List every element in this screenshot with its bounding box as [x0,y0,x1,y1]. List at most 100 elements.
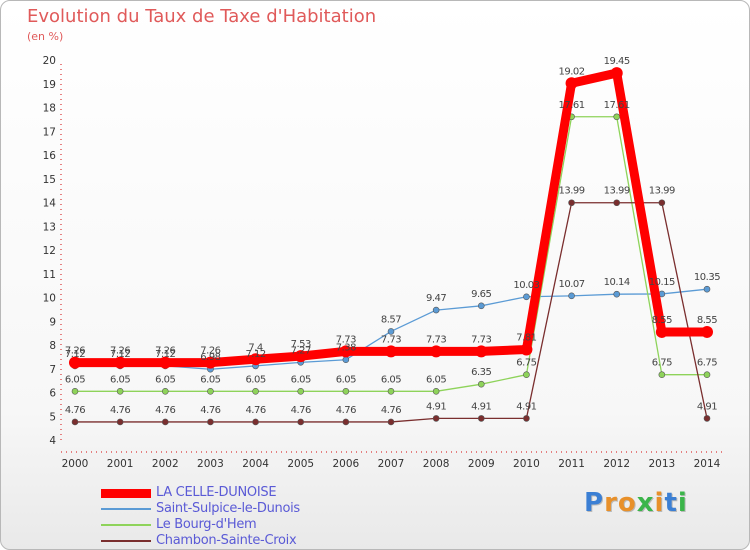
y-tick-label: 17 [43,126,56,138]
data-point [523,371,530,378]
data-point [613,113,621,121]
logo-letter: x [636,488,655,518]
data-point [432,388,440,395]
x-tick-label: 2013 [648,458,675,470]
data-label: 6.75 [516,358,536,369]
x-tick-label: 2006 [332,458,359,470]
data-point [339,345,352,358]
data-point [387,328,395,335]
legend: LA CELLE-DUNOISE Saint-Sulpice-le-Dunois… [101,485,341,549]
data-label: 7.26 [65,346,85,357]
data-point [207,388,214,395]
data-label: 6.05 [110,374,130,385]
x-tick-label: 2002 [152,458,179,470]
legend-label: LA CELLE-DUNOISE [156,485,277,500]
data-point [430,345,443,358]
data-label: 6.05 [381,374,401,385]
data-label: 6.05 [200,374,220,385]
y-tick-label: 12 [43,245,56,257]
data-point [161,388,169,395]
data-label: 4.76 [200,405,220,416]
x-tick-label: 2004 [242,458,269,470]
legend-item: Le Bourg-d'Hem [101,517,341,533]
data-label: 7.27 [291,345,311,356]
data-point [477,415,485,422]
data-label: 7.12 [245,349,265,360]
y-tick-label: 13 [43,221,56,233]
data-label: 8.55 [697,315,717,326]
data-label: 4.76 [65,405,85,416]
y-tick-label: 7 [49,364,56,376]
data-label: 19.45 [604,56,630,67]
data-label: 7.73 [336,334,356,345]
data-point [204,356,217,369]
data-point [71,418,79,426]
data-label: 7.73 [471,334,491,345]
data-label: 10.07 [559,279,585,290]
data-point [703,371,711,378]
data-label: 4.76 [291,405,311,416]
y-tick-label: 14 [43,198,57,210]
data-point [658,199,666,207]
data-point [385,345,397,358]
data-label: 7.4 [248,342,263,353]
y-tick-label: 9 [49,316,56,328]
legend-swatch [101,540,151,542]
data-point [159,356,172,369]
y-tick-label: 6 [49,388,56,400]
data-point [252,418,259,426]
data-point [477,302,485,310]
chart-unit: (en %) [27,30,64,43]
x-tick-label: 2011 [558,458,585,470]
data-point [520,343,533,356]
data-label: 13.99 [649,186,675,197]
y-tick-label: 4 [49,435,56,447]
x-tick-label: 2005 [287,458,314,470]
data-point [701,325,713,338]
data-label: 4.76 [381,405,401,416]
data-label: 4.91 [516,401,536,412]
data-label: 7.26 [200,346,220,357]
x-tick-label: 2010 [513,458,540,470]
logo-letter: P [584,488,605,518]
data-point [114,356,127,369]
data-point [568,199,575,207]
data-point [249,353,262,366]
data-point [610,67,623,80]
legend-item: Saint-Sulpice-le-Dunois [101,501,341,517]
logo-letter: t [664,488,678,518]
data-point [475,345,488,358]
legend-label: Saint-Sulpice-le-Dunois [156,501,300,516]
data-label: 7.53 [291,339,311,350]
data-label: 9.65 [471,289,491,300]
data-label: 6.05 [426,374,446,385]
y-tick-label: 10 [43,293,56,305]
data-point [613,290,621,298]
y-tick-label: 5 [49,411,56,423]
data-point [613,199,621,207]
data-point [69,356,81,369]
data-label: 13.99 [604,186,630,197]
data-label: 6.05 [65,374,85,385]
data-label: 7.26 [155,346,175,357]
logo-letter: i [654,488,665,518]
y-tick-label: 18 [43,103,56,115]
data-point [161,418,169,426]
logo-letter: r [604,488,618,518]
legend-label: Le Bourg-d'Hem [156,517,257,532]
data-label: 10.14 [604,277,630,288]
legend-swatch [101,488,151,498]
data-label: 4.76 [245,405,265,416]
data-label: 7.73 [381,334,401,345]
data-point [342,388,350,395]
data-label: 4.76 [336,405,356,416]
data-point [703,285,711,293]
legend-swatch [101,524,151,526]
data-label: 6.05 [155,374,175,385]
x-tick-label: 2008 [423,458,450,470]
data-point [432,306,440,314]
data-point [477,380,485,388]
x-tick-label: 2003 [197,458,224,470]
chart-title: Evolution du Taux de Taxe d'Habitation [27,6,377,27]
